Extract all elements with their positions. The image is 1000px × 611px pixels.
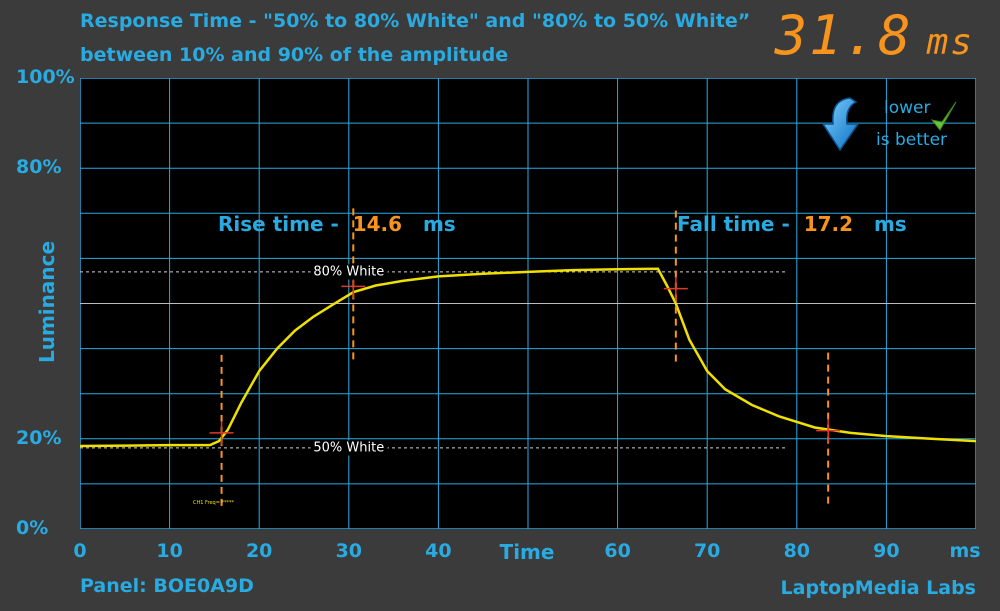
- chart-title-line2: between 10% and 90% of the amplitude: [80, 44, 509, 66]
- fall-time-label: Fall time -: [677, 212, 790, 236]
- luminance-trace: [80, 267, 976, 448]
- rise-time-value: 14.6: [352, 212, 403, 236]
- x-tick-label: 90: [873, 540, 900, 562]
- credit-label: LaptopMedia Labs: [780, 577, 976, 599]
- rise-time-unit: ms: [422, 212, 456, 236]
- total-response-time: 31.8 ms: [775, 4, 974, 67]
- rise-time-label: Rise time -: [218, 212, 339, 236]
- fall-time-annotation: Fall time - 17.2 ms: [677, 212, 907, 236]
- y-axis-label: Luminance: [35, 240, 60, 364]
- level-label: 80% White: [310, 264, 388, 280]
- fall-time-value: 17.2: [803, 212, 854, 236]
- x-tick-label: 40: [425, 540, 452, 562]
- fall-time-unit: ms: [873, 212, 907, 236]
- x-tick-label: 80: [783, 540, 811, 562]
- x-tick-label: 70: [693, 540, 721, 562]
- y-tick-label: 100%: [16, 66, 75, 88]
- level-label: 50% White: [310, 440, 388, 456]
- total-value: 31.8: [774, 4, 913, 67]
- y-tick-label: 20%: [16, 426, 62, 449]
- x-tick-label: 60: [604, 540, 631, 562]
- scope-readout: CH1 Freq= *****: [193, 500, 235, 506]
- badge-line2: is better: [876, 130, 948, 150]
- y-tick-label: 0%: [16, 517, 49, 539]
- down-arrow-icon: [821, 97, 860, 152]
- x-tick-label: 0: [73, 540, 87, 562]
- checkmark-icon: [930, 101, 957, 131]
- x-tick-label: 10: [156, 540, 183, 562]
- y-tick-label: 80%: [16, 156, 62, 179]
- x-tick-label: 20: [245, 540, 273, 562]
- rise-time-annotation: Rise time - 14.6 ms: [218, 212, 456, 236]
- lower-is-better-badge: lower is better: [820, 96, 960, 156]
- x-tick-label: 30: [335, 540, 363, 562]
- chart-title-line1: Response Time - "50% to 80% White" and "…: [80, 10, 751, 32]
- x-axis-unit: ms: [949, 540, 981, 562]
- x-axis-label: Time: [499, 540, 555, 564]
- panel-id: Panel: BOE0A9D: [80, 575, 254, 597]
- badge-line1: lower: [884, 98, 931, 118]
- plot-area: [80, 78, 976, 529]
- total-unit: ms: [926, 22, 974, 63]
